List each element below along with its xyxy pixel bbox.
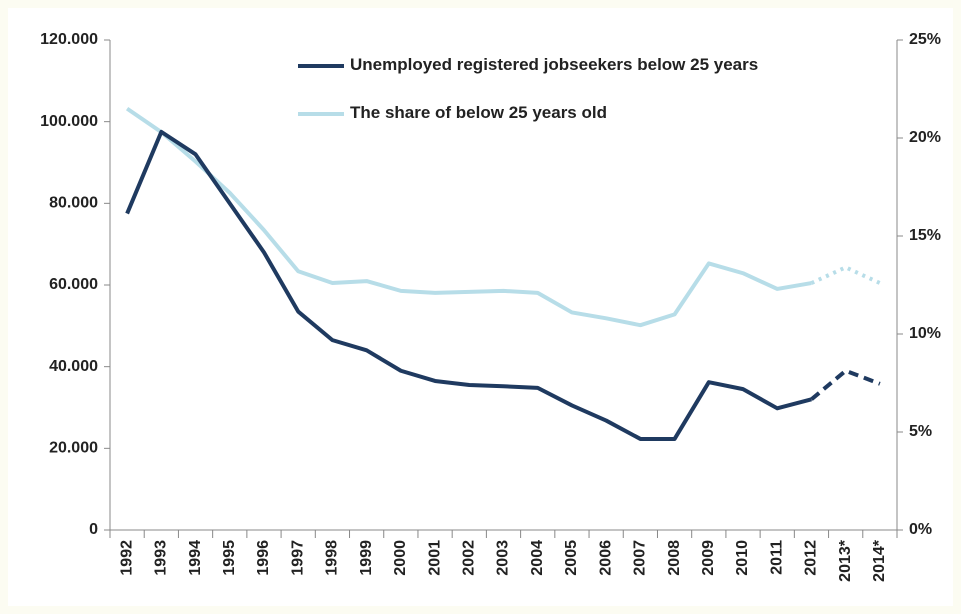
- x-tick-label: 2004: [529, 540, 546, 576]
- x-tick-label: 2001: [426, 540, 443, 576]
- x-tick-label: 2014*: [871, 539, 888, 582]
- x-tick-label: 2012: [803, 540, 820, 576]
- x-tick-label: 2008: [666, 540, 683, 576]
- x-tick-label: 2006: [597, 540, 614, 576]
- legend-label: The share of below 25 years old: [350, 103, 607, 122]
- legend-label: Unemployed registered jobseekers below 2…: [350, 55, 759, 74]
- y-tick-label: 80.000: [49, 195, 98, 212]
- legend: Unemployed registered jobseekers below 2…: [274, 50, 790, 124]
- y2-tick-label: 5%: [909, 423, 932, 440]
- x-tick-label: 1994: [187, 540, 204, 576]
- y2-tick-label: 25%: [909, 31, 941, 48]
- x-tick-label: 2002: [461, 540, 478, 576]
- y2-tick-label: 15%: [909, 227, 941, 244]
- line: [125, 129, 812, 441]
- x-tick-label: 1995: [221, 540, 238, 576]
- y2-tick-label: 20%: [909, 129, 941, 146]
- x-tick-label: 2011: [768, 540, 785, 575]
- y-tick-label: 60.000: [49, 276, 98, 293]
- x-tick-label: 1998: [324, 540, 341, 576]
- x-tick-label: 2000: [392, 540, 409, 576]
- x-tick-label: 1999: [358, 540, 375, 576]
- y2-tick-label: 0%: [909, 521, 932, 538]
- x-tick-label: 2010: [734, 540, 751, 576]
- y-tick-label: 20.000: [49, 440, 98, 457]
- legend-swatch: [298, 112, 344, 116]
- x-tick-label: 2013*: [837, 539, 854, 582]
- y-tick-label: 0: [89, 521, 98, 538]
- y-tick-label: 40.000: [49, 358, 98, 375]
- legend-swatch: [298, 64, 344, 68]
- x-tick-label: 1997: [289, 540, 306, 576]
- x-tick-label: 2005: [563, 540, 580, 576]
- x-tick-label: 2007: [632, 540, 649, 576]
- x-tick-label: 1993: [153, 540, 170, 576]
- line: [125, 106, 812, 328]
- y2-tick-label: 10%: [909, 325, 941, 342]
- y-tick-label: 100.000: [40, 113, 98, 130]
- x-tick-label: 1996: [255, 540, 272, 576]
- line: [810, 368, 881, 401]
- x-tick-label: 2009: [700, 540, 717, 576]
- y-tick-label: 120.000: [40, 31, 98, 48]
- x-tick-label: 2003: [495, 540, 512, 576]
- x-tick-label: 1992: [118, 540, 135, 576]
